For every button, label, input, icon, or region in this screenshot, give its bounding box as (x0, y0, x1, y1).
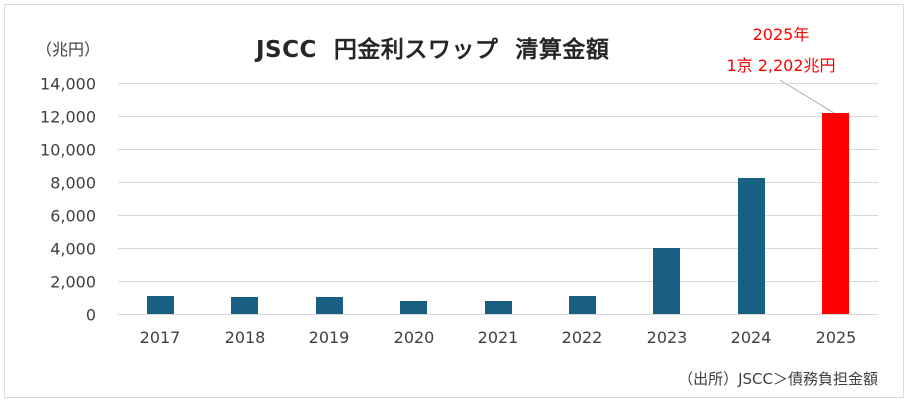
y-tick-label: 8,000 (50, 173, 96, 193)
x-tick-label: 2025 (815, 328, 857, 347)
gridline (118, 182, 878, 183)
y-tick-label: 2,000 (50, 272, 96, 292)
y-axis-unit-label: （兆円） (36, 40, 101, 59)
bar-2018 (231, 297, 258, 314)
y-tick-label: 0 (85, 305, 96, 325)
annotation-value: 1京 2,202兆円 (726, 56, 836, 75)
gridline (118, 83, 878, 84)
bar-2025 (822, 113, 849, 314)
x-tick-label: 2020 (393, 328, 435, 347)
y-tick-label: 12,000 (40, 107, 96, 127)
y-tick-label: 10,000 (40, 140, 96, 160)
gridline (118, 116, 878, 117)
gridline (118, 149, 878, 150)
bar-2019 (316, 297, 343, 314)
x-tick-label: 2019 (308, 328, 350, 347)
chart-title: JSCC 円金利スワップ 清算金額 (256, 37, 610, 63)
y-tick-label: 4,000 (50, 239, 96, 259)
bar-2022 (569, 296, 596, 314)
gridline (118, 314, 878, 315)
gridline (118, 281, 878, 282)
bar-2017 (147, 296, 174, 314)
bar-2024 (738, 178, 765, 314)
x-tick-label: 2022 (561, 328, 603, 347)
x-tick-label: 2017 (139, 328, 181, 347)
y-tick-label: 6,000 (50, 206, 96, 226)
gridline (118, 215, 878, 216)
x-tick-label: 2023 (646, 328, 688, 347)
gridline (118, 248, 878, 249)
bar-2023 (653, 248, 680, 314)
x-tick-label: 2024 (730, 328, 772, 347)
annotation-year: 2025年 (752, 25, 810, 44)
source-note: （出所）JSCC＞債務負担金額 (678, 370, 878, 388)
y-tick-label: 14,000 (40, 74, 96, 94)
x-tick-label: 2018 (224, 328, 266, 347)
x-tick-label: 2021 (477, 328, 519, 347)
bar-2021 (485, 301, 512, 314)
bar-2020 (400, 301, 427, 314)
